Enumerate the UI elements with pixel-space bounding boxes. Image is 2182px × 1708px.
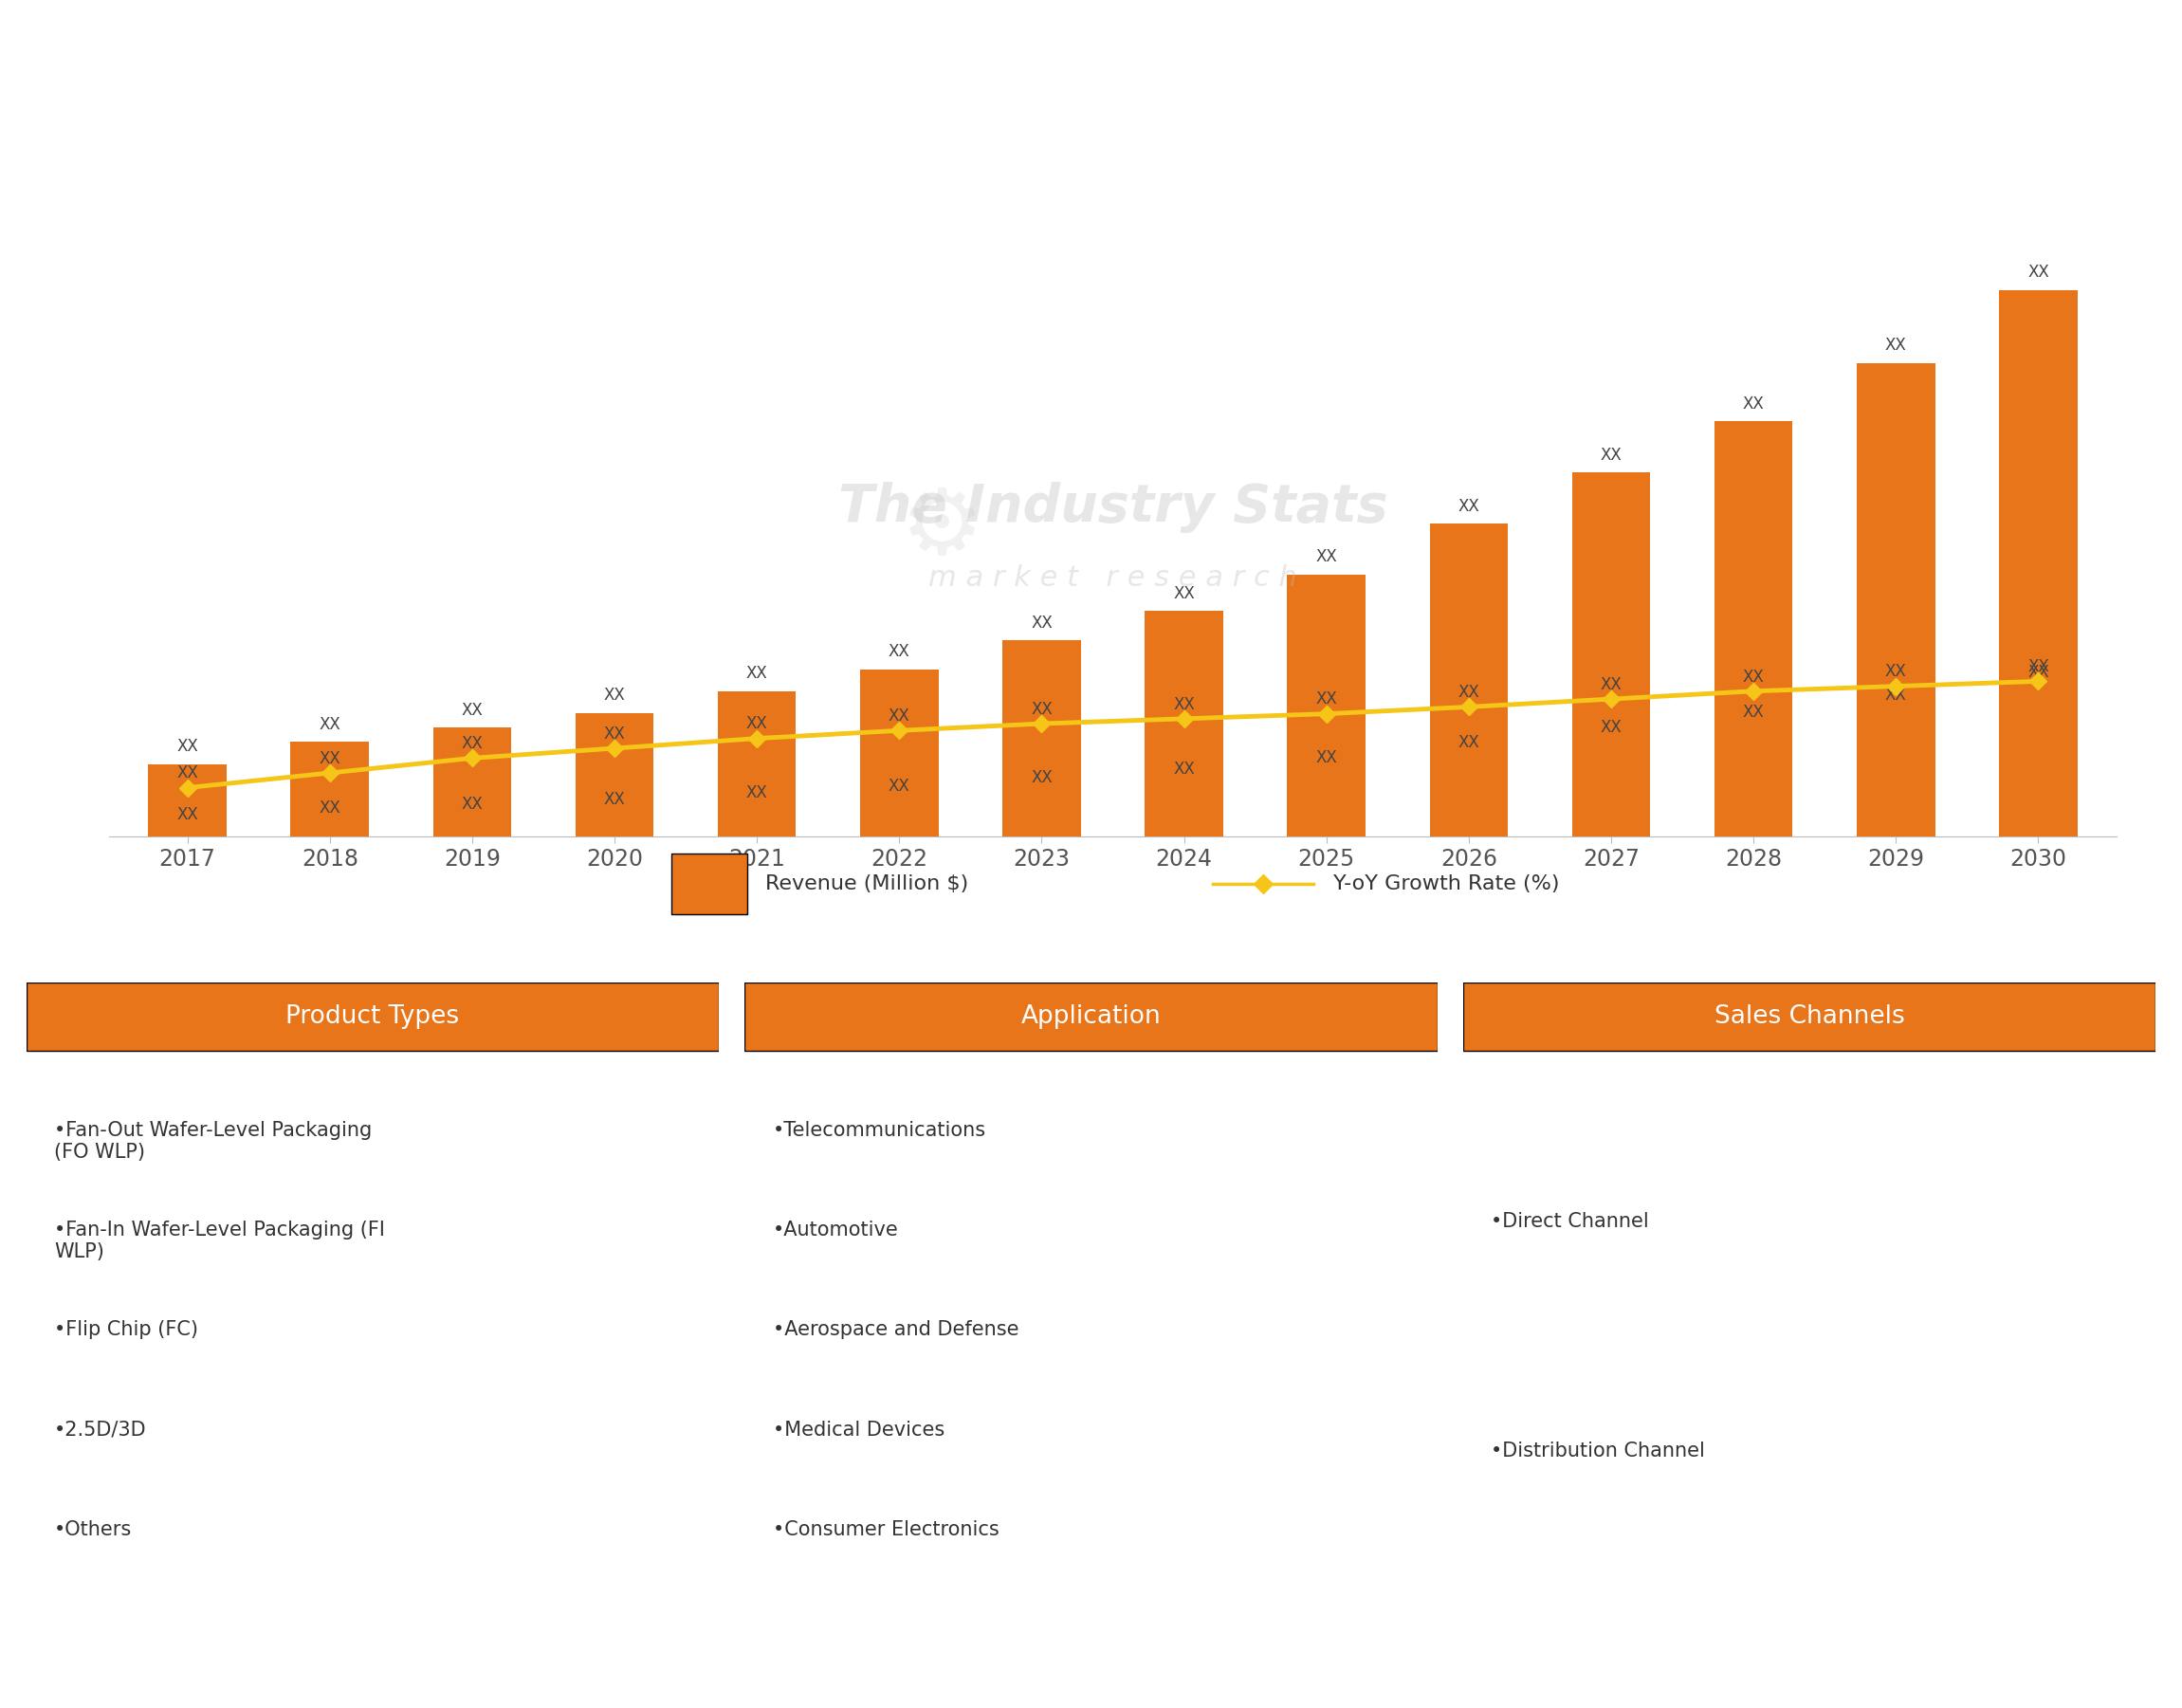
Text: •Consumer Electronics: •Consumer Electronics	[772, 1520, 999, 1539]
Text: XX: XX	[1885, 663, 1907, 680]
Bar	[148, 763, 227, 837]
Bar	[1571, 471, 1650, 837]
Text: XX: XX	[1030, 700, 1052, 717]
Text: Product Types: Product Types	[286, 1004, 458, 1028]
Text: •Fan-Out Wafer-Level Packaging
(FO WLP): •Fan-Out Wafer-Level Packaging (FO WLP)	[55, 1120, 371, 1161]
Text: XX: XX	[460, 702, 482, 719]
Text: Revenue (Million $): Revenue (Million $)	[766, 874, 969, 893]
Text: •Automotive: •Automotive	[772, 1221, 899, 1240]
Text: XX: XX	[2027, 664, 2049, 681]
Text: XX: XX	[604, 687, 626, 704]
Bar	[290, 741, 369, 837]
Text: XX: XX	[1885, 336, 1907, 354]
Text: XX: XX	[1458, 683, 1479, 700]
Text: XX: XX	[1174, 695, 1196, 712]
Text: •Flip Chip (FC): •Flip Chip (FC)	[55, 1320, 199, 1339]
Text: •Aerospace and Defense: •Aerospace and Defense	[772, 1320, 1019, 1339]
Text: Y-oY Growth Rate (%): Y-oY Growth Rate (%)	[1333, 874, 1560, 893]
Text: XX: XX	[1743, 395, 1765, 412]
Text: XX: XX	[746, 664, 768, 681]
Text: XX: XX	[1885, 687, 1907, 704]
Text: The Industry Stats: The Industry Stats	[838, 482, 1388, 533]
Text: XX: XX	[604, 726, 626, 743]
Text: XX: XX	[1599, 676, 1621, 693]
Text: Source: Theindustrystats Analysis: Source: Theindustrystats Analysis	[39, 1648, 373, 1669]
Text: XX: XX	[888, 707, 910, 724]
Text: m a r k e t   r e s e a r c h: m a r k e t r e s e a r c h	[927, 564, 1298, 591]
Text: XX: XX	[1743, 668, 1765, 685]
Text: XX: XX	[319, 799, 340, 816]
Bar	[1715, 422, 1794, 837]
Text: XX: XX	[319, 750, 340, 767]
Text: XX: XX	[888, 644, 910, 661]
Text: XX: XX	[2027, 265, 2049, 282]
Text: Website: www.theindustrystats.com: Website: www.theindustrystats.com	[1787, 1648, 2143, 1669]
Text: XX: XX	[604, 791, 626, 808]
Bar	[1146, 611, 1224, 837]
Text: XX: XX	[177, 765, 199, 782]
FancyBboxPatch shape	[672, 854, 748, 914]
Text: XX: XX	[1458, 497, 1479, 514]
Text: XX: XX	[1599, 719, 1621, 736]
Text: XX: XX	[1174, 760, 1196, 777]
Bar	[1287, 574, 1366, 837]
Text: XX: XX	[1599, 446, 1621, 463]
Text: Sales Channels: Sales Channels	[1715, 1004, 1905, 1028]
Bar	[1999, 290, 2077, 837]
Text: ⚙: ⚙	[901, 485, 984, 572]
Text: •Others: •Others	[55, 1520, 131, 1539]
Bar	[432, 728, 511, 837]
Text: XX: XX	[1458, 734, 1479, 752]
Text: Application: Application	[1021, 1004, 1161, 1028]
Text: Email: sales@theindustrystats.com: Email: sales@theindustrystats.com	[916, 1648, 1266, 1669]
Text: XX: XX	[1316, 548, 1338, 565]
Text: •Telecommunications: •Telecommunications	[772, 1120, 986, 1139]
Text: XX: XX	[460, 796, 482, 813]
Text: XX: XX	[460, 734, 482, 752]
Text: •Medical Devices: •Medical Devices	[772, 1419, 945, 1440]
Text: XX: XX	[746, 716, 768, 733]
Text: •Fan-In Wafer-Level Packaging (FI
WLP): •Fan-In Wafer-Level Packaging (FI WLP)	[55, 1221, 384, 1262]
Text: •Distribution Channel: •Distribution Channel	[1490, 1442, 1706, 1460]
Bar	[1429, 523, 1508, 837]
Text: •Direct Channel: •Direct Channel	[1490, 1213, 1650, 1231]
Bar	[1857, 362, 1935, 837]
FancyBboxPatch shape	[1464, 982, 2156, 1050]
Text: XX: XX	[177, 738, 199, 755]
Bar	[718, 692, 796, 837]
Text: Fig. Global Advanced Semiconductor Packaging Market Status and Outlook: Fig. Global Advanced Semiconductor Packa…	[26, 38, 1366, 68]
Bar	[1002, 640, 1080, 837]
Text: •2.5D/3D: •2.5D/3D	[55, 1419, 146, 1440]
Text: XX: XX	[1030, 615, 1052, 632]
Bar	[860, 670, 938, 837]
Text: XX: XX	[746, 784, 768, 801]
Text: XX: XX	[1316, 690, 1338, 707]
Text: XX: XX	[888, 779, 910, 796]
FancyBboxPatch shape	[26, 982, 718, 1050]
Text: XX: XX	[1030, 769, 1052, 786]
Text: XX: XX	[1174, 584, 1196, 601]
FancyBboxPatch shape	[744, 982, 1438, 1050]
Text: XX: XX	[1316, 750, 1338, 767]
Text: XX: XX	[319, 716, 340, 733]
Text: XX: XX	[1743, 704, 1765, 721]
Bar	[576, 712, 655, 837]
Text: XX: XX	[177, 806, 199, 823]
Text: XX: XX	[2027, 658, 2049, 675]
